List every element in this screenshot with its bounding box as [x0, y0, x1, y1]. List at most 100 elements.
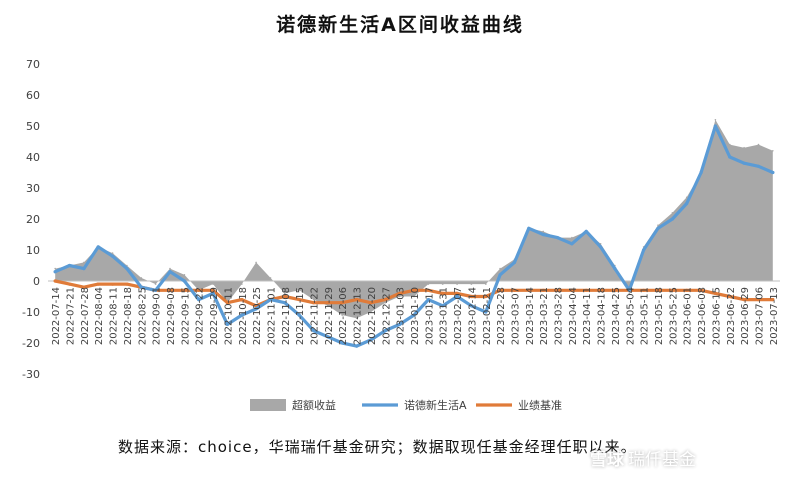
excess-point	[284, 292, 286, 295]
excess-point	[255, 261, 257, 264]
benchmark-point	[283, 294, 287, 299]
excess-point	[499, 267, 501, 270]
excess-point	[241, 283, 243, 285]
excess-point	[169, 267, 171, 270]
fund-point	[728, 155, 732, 159]
x-tick-label: 2022-11-08	[281, 287, 292, 345]
series-fund-line	[53, 124, 775, 348]
benchmark-point	[426, 288, 430, 292]
benchmark-point	[240, 298, 244, 302]
x-tick-label: 2023-03-21	[539, 287, 550, 345]
x-tick-label: 2022-08-04	[94, 287, 105, 345]
benchmark-point	[67, 282, 72, 286]
benchmark-point	[383, 298, 387, 302]
benchmark-point	[642, 288, 646, 292]
x-tick-label: 2023-01-03	[396, 287, 407, 345]
benchmark-point	[613, 288, 617, 292]
y-tick-label: -10	[22, 306, 40, 319]
benchmark-point	[326, 301, 330, 305]
benchmark-point	[82, 285, 86, 289]
benchmark-point	[168, 288, 172, 292]
excess-point	[685, 196, 688, 199]
fund-point	[125, 267, 129, 271]
fund-point	[211, 291, 215, 295]
fund-point	[53, 270, 57, 274]
x-tick-label: 2023-06-29	[740, 287, 751, 345]
fund-point	[484, 310, 488, 314]
x-tick-label: 2022-08-18	[123, 287, 134, 345]
excess-point	[298, 289, 301, 292]
x-tick-label: 2022-10-11	[223, 287, 234, 345]
excess-point	[441, 283, 444, 285]
fund-point	[642, 248, 646, 252]
x-tick-label: 2023-01-17	[424, 287, 435, 345]
x-tick-label: 2023-05-18	[654, 287, 665, 345]
benchmark-point	[197, 288, 201, 292]
x-axis-labels: 2022-07-14 2022-07-21 2022-07-28 2022-08-04…	[51, 287, 780, 345]
x-tick-label: 2022-08-25	[137, 287, 148, 345]
fund-point	[541, 232, 545, 237]
benchmark-point	[713, 291, 718, 295]
excess-point	[54, 267, 56, 270]
legend-label-benchmark: 业绩基准	[518, 399, 562, 412]
x-tick-label: 2023-04-11	[582, 287, 593, 345]
x-tick-label: 2023-02-07	[453, 287, 464, 345]
y-tick-label: -30	[22, 368, 40, 381]
fund-point	[756, 164, 761, 168]
excess-point	[714, 119, 717, 121]
fund-point	[254, 307, 258, 311]
x-tick-label: 2022-12-27	[381, 287, 392, 345]
y-tick-label: 50	[26, 120, 40, 133]
x-tick-label: 2022-07-21	[66, 287, 77, 345]
benchmark-point	[756, 298, 761, 302]
benchmark-point	[685, 288, 689, 292]
fund-point	[613, 267, 617, 271]
excess-point	[628, 292, 631, 295]
source-note: 数据来源：choice，华瑞瑞仟基金研究；数据取现任基金经理任职以来。	[118, 438, 637, 456]
fund-point	[455, 294, 459, 299]
excess-point	[83, 261, 85, 264]
x-tick-label: 2022-12-20	[367, 287, 378, 345]
x-tick-label: 2022-09-15	[180, 287, 191, 345]
fund-point	[699, 170, 703, 175]
excess-point	[542, 230, 544, 233]
benchmark-point	[541, 288, 545, 292]
x-tick-label: 2023-04-18	[597, 287, 608, 345]
excess-point	[341, 314, 344, 316]
excess-point	[757, 143, 760, 146]
excess-area-fill	[55, 119, 773, 319]
benchmark-point	[771, 298, 775, 302]
fund-point	[685, 201, 689, 206]
benchmark-point	[53, 279, 57, 283]
benchmark-point	[297, 298, 301, 302]
excess-point	[657, 224, 659, 226]
x-tick-label: 2022-10-18	[238, 287, 249, 345]
x-tick-label: 2022-11-15	[295, 287, 306, 345]
fund-point	[599, 245, 603, 249]
benchmark-point	[369, 301, 373, 305]
excess-point	[126, 264, 128, 267]
fund-point	[297, 313, 301, 317]
fund-point	[225, 322, 229, 326]
x-tick-label: 2022-11-22	[310, 287, 321, 345]
fund-point	[240, 313, 244, 317]
x-tick-label: 2022-09-08	[166, 287, 177, 345]
excess-point	[772, 150, 774, 152]
x-tick-label: 2022-09-01	[152, 287, 163, 345]
excess-point	[485, 283, 487, 285]
x-tick-label: 2023-03-28	[554, 287, 565, 345]
fund-point	[412, 313, 416, 317]
x-tick-label: 2023-02-14	[467, 287, 478, 345]
benchmark-point	[355, 298, 359, 302]
x-tick-label: 2022-08-11	[109, 287, 120, 345]
legend: 超额收益 诺德新生活A 业绩基准	[250, 398, 562, 412]
benchmark-point	[570, 288, 574, 292]
y-tick-label: 30	[26, 182, 40, 195]
excess-point	[370, 311, 372, 313]
excess-point	[154, 283, 157, 285]
fund-point	[713, 124, 718, 128]
excess-point	[456, 283, 458, 285]
excess-point	[743, 146, 745, 149]
y-tick-label: 10	[26, 244, 40, 257]
